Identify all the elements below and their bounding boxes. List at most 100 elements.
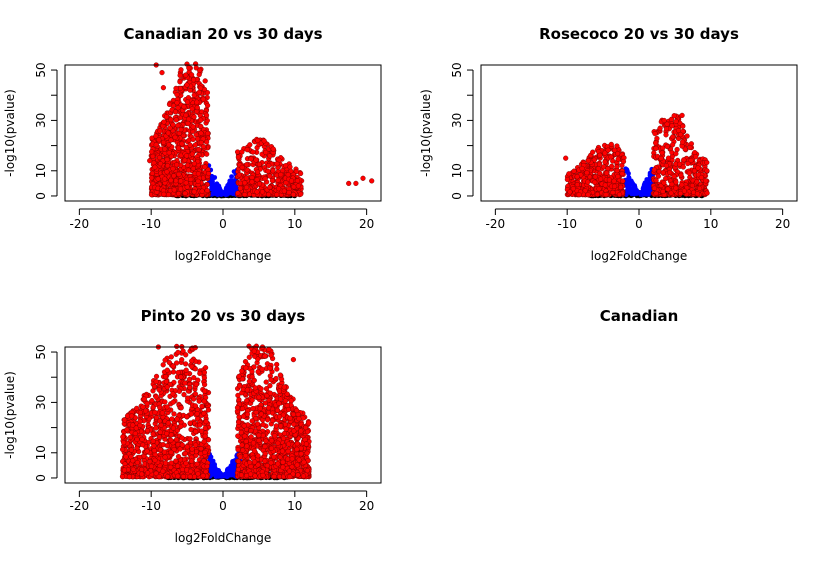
y-tick-label: 50 — [450, 62, 464, 77]
point-large-fc — [620, 158, 627, 165]
point-large-fc — [183, 153, 190, 159]
panel-title: Canadian 20 vs 30 days — [123, 25, 322, 43]
y-tick-label: 30 — [450, 113, 464, 128]
point-large-fc — [663, 163, 669, 169]
point-large-fc — [173, 85, 179, 92]
point-large-fc — [191, 161, 197, 167]
point-large-fc — [161, 139, 167, 146]
point-large-fc — [204, 151, 210, 157]
point-large-fc — [585, 179, 591, 185]
plot-frame — [480, 64, 798, 202]
point-large-fc — [684, 133, 690, 139]
point-large-fc — [610, 189, 616, 196]
point-large-fc — [653, 190, 659, 197]
point-large-fc — [579, 165, 585, 172]
point-large-fc — [198, 130, 204, 136]
point-large-fc — [673, 185, 679, 191]
point-small-fc — [625, 188, 631, 194]
point-large-fc — [677, 132, 684, 138]
point-large-fc — [564, 176, 571, 183]
point-large-fc — [202, 164, 208, 170]
point-large-fc — [162, 176, 168, 182]
point-large-fc — [173, 117, 179, 123]
point-large-fc — [274, 192, 280, 198]
point-large-fc — [287, 164, 293, 170]
point-large-fc — [590, 149, 596, 155]
point-large-fc — [185, 162, 191, 168]
point-large-fc — [202, 433, 208, 439]
point-outlier — [183, 72, 189, 78]
point-large-fc — [673, 118, 679, 125]
x-tick-label: 10 — [287, 217, 302, 231]
point-large-fc — [250, 149, 256, 155]
point-large-fc — [171, 411, 177, 417]
x-tick-label: -10 — [557, 217, 577, 231]
point-large-fc — [685, 160, 691, 167]
point-large-fc — [671, 173, 677, 180]
point-large-fc — [166, 150, 172, 156]
point-small-fc — [222, 473, 228, 479]
point-large-fc — [237, 180, 243, 186]
point-large-fc — [203, 112, 210, 118]
point-large-fc — [242, 180, 248, 186]
point-large-fc — [172, 134, 178, 140]
point-large-fc — [663, 132, 669, 138]
point-large-fc — [156, 434, 163, 440]
point-large-fc — [161, 191, 167, 197]
x-tick-label: 20 — [359, 217, 374, 231]
point-large-fc — [651, 167, 657, 173]
point-large-fc — [680, 123, 686, 129]
point-large-fc — [243, 175, 250, 181]
point-large-fc — [169, 416, 175, 422]
point-large-fc — [175, 463, 181, 469]
point-large-fc — [190, 124, 196, 130]
point-large-fc — [187, 142, 193, 148]
point-outlier — [703, 178, 709, 184]
point-large-fc — [183, 144, 189, 150]
point-outlier — [679, 112, 685, 119]
point-large-fc — [261, 138, 267, 144]
plot-panel-1: Canadian 20 vs 30 days-20 -10 0 10 20log2Fol… — [3, 25, 382, 263]
point-large-fc — [262, 176, 268, 182]
point-large-fc — [175, 122, 181, 129]
point-large-fc — [157, 447, 164, 453]
point-large-fc — [124, 427, 130, 433]
point-large-fc — [198, 117, 204, 123]
point-large-fc — [164, 157, 170, 163]
point-large-fc — [151, 384, 158, 390]
point-large-fc — [682, 146, 688, 152]
point-large-fc — [153, 142, 159, 148]
point-large-fc — [665, 155, 672, 161]
point-large-fc — [704, 159, 710, 166]
point-large-fc — [291, 184, 297, 190]
point-large-fc — [174, 100, 180, 106]
point-large-fc — [204, 187, 210, 194]
point-small-fc — [230, 468, 236, 473]
point-large-fc — [162, 146, 168, 152]
point-large-fc — [274, 161, 280, 167]
point-large-fc — [183, 180, 189, 186]
point-large-fc — [185, 95, 192, 101]
point-large-fc — [688, 157, 694, 164]
point-large-fc — [249, 175, 255, 181]
point-large-fc — [597, 152, 603, 158]
point-large-fc — [668, 116, 675, 122]
point-small-fc — [640, 186, 646, 191]
point-large-fc — [665, 186, 671, 192]
point-large-fc — [165, 130, 171, 136]
point-large-fc — [168, 117, 174, 123]
point-large-fc — [605, 166, 611, 172]
point-large-fc — [603, 170, 610, 176]
point-large-fc — [281, 188, 287, 194]
point-large-fc — [149, 149, 155, 155]
point-large-fc — [660, 170, 666, 176]
point-large-fc — [175, 105, 181, 111]
point-large-fc — [152, 164, 158, 170]
point-large-fc — [652, 131, 658, 137]
point-large-fc — [189, 358, 195, 364]
point-large-fc — [188, 426, 194, 433]
point-large-fc — [174, 162, 180, 168]
point-large-fc — [286, 189, 292, 196]
point-large-fc — [155, 176, 161, 182]
